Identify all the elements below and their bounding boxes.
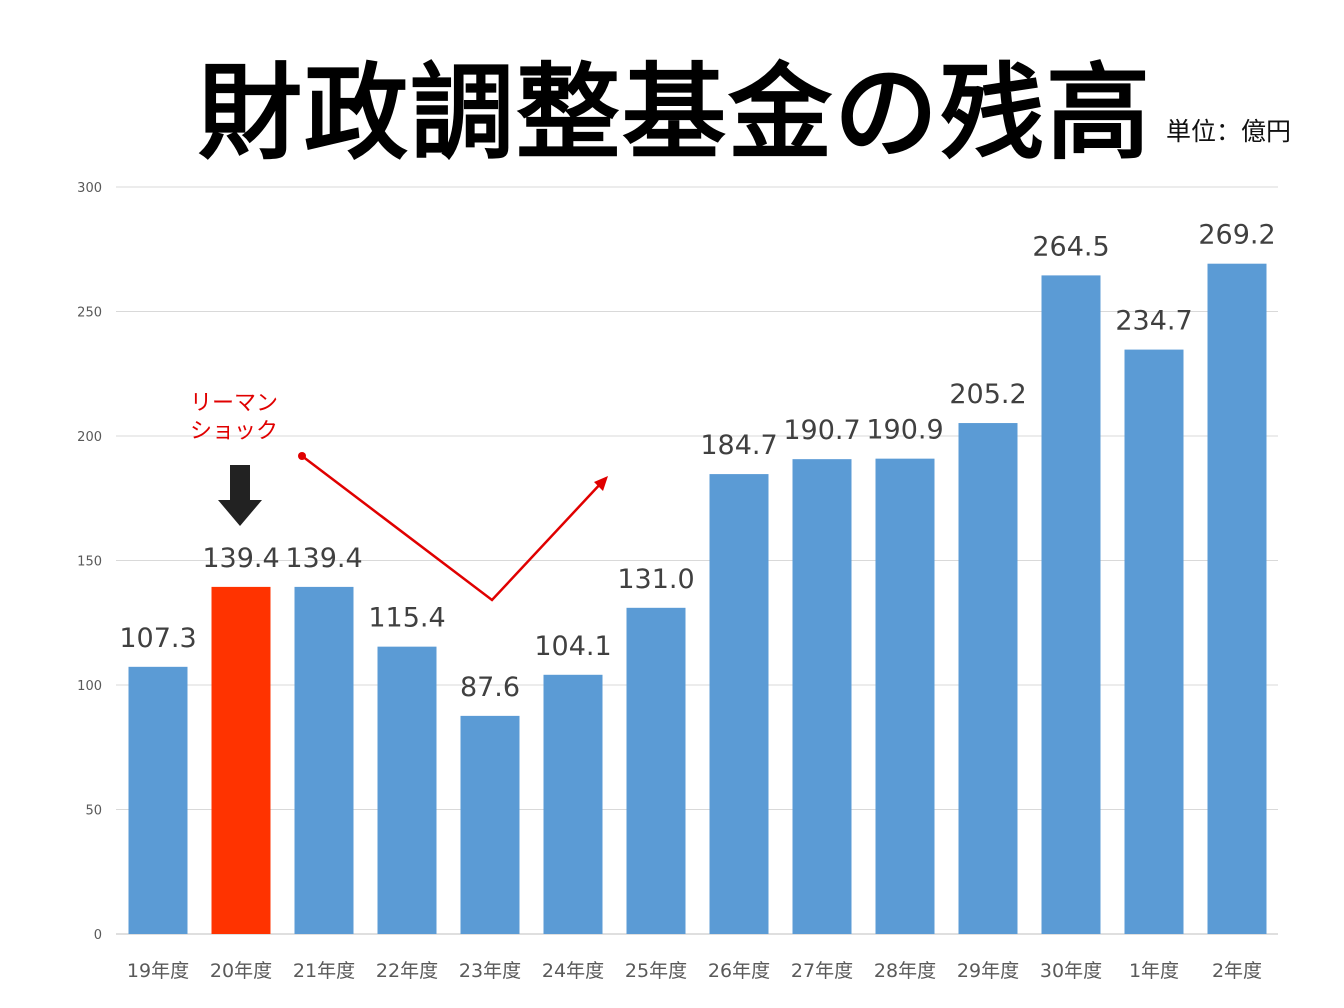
- bar-23年度: [460, 715, 520, 934]
- bar-21年度: [294, 586, 354, 934]
- bar-30年度: [1041, 275, 1101, 934]
- bar-28年度: [875, 458, 935, 934]
- x-tick-label: 2年度: [1212, 960, 1262, 982]
- x-tick-label: 29年度: [957, 960, 1019, 982]
- chart-title: 財政調整基金の残高: [197, 52, 1152, 174]
- y-tick-label: 0: [94, 928, 102, 943]
- unit-label: 単位：億円: [1166, 117, 1292, 146]
- annotation-line-2: ショック: [190, 419, 278, 444]
- y-tick-label: 50: [85, 804, 102, 819]
- x-tick-label: 21年度: [293, 960, 355, 982]
- x-tick-label: 28年度: [874, 960, 936, 982]
- bar-20年度: [211, 586, 271, 934]
- data-label: 190.9: [866, 415, 943, 446]
- bar-24年度: [543, 674, 603, 934]
- x-tick-label: 25年度: [625, 960, 687, 982]
- bar-27年度: [792, 459, 852, 934]
- data-label: 234.7: [1115, 306, 1192, 337]
- trend-arrowhead-icon: [594, 476, 608, 491]
- y-tick-label: 150: [77, 555, 102, 570]
- data-label: 115.4: [368, 603, 445, 634]
- annotation-line-1: リーマン: [190, 391, 278, 416]
- y-tick-label: 100: [77, 679, 102, 694]
- data-label: 139.4: [202, 543, 279, 574]
- lehman-annotation: リーマン ショック: [190, 391, 608, 602]
- x-tick-label: 24年度: [542, 960, 604, 982]
- x-tick-label: 19年度: [127, 960, 189, 982]
- x-tick-label: 23年度: [459, 960, 521, 982]
- x-tick-label: 22年度: [376, 960, 438, 982]
- x-tick-label: 1年度: [1129, 960, 1179, 982]
- data-label: 104.1: [534, 631, 611, 662]
- x-tick-label: 20年度: [210, 960, 272, 982]
- data-label: 131.0: [617, 564, 694, 595]
- data-label: 269.2: [1198, 220, 1275, 251]
- y-tick-label: 250: [77, 306, 102, 321]
- x-tick-label: 27年度: [791, 960, 853, 982]
- bar-25年度: [626, 607, 686, 934]
- x-tick-label: 30年度: [1040, 960, 1102, 982]
- data-label: 205.2: [949, 379, 1026, 410]
- data-label: 190.7: [783, 415, 860, 446]
- bar-26年度: [709, 474, 769, 934]
- data-label: 184.7: [700, 430, 777, 461]
- data-label: 264.5: [1032, 231, 1109, 262]
- y-tick-label: 300: [77, 181, 102, 196]
- bar-2年度: [1207, 263, 1267, 934]
- bar-1年度: [1124, 349, 1184, 934]
- trend-line: [301, 455, 604, 602]
- bar-29年度: [958, 423, 1018, 934]
- bar-22年度: [377, 646, 437, 934]
- x-tick-label: 26年度: [708, 960, 770, 982]
- bar-19年度: [128, 666, 188, 934]
- y-tick-label: 200: [77, 430, 102, 445]
- data-label: 87.6: [460, 672, 520, 703]
- down-arrow-icon: [218, 465, 262, 526]
- data-label: 139.4: [285, 543, 362, 574]
- data-label: 107.3: [119, 623, 196, 654]
